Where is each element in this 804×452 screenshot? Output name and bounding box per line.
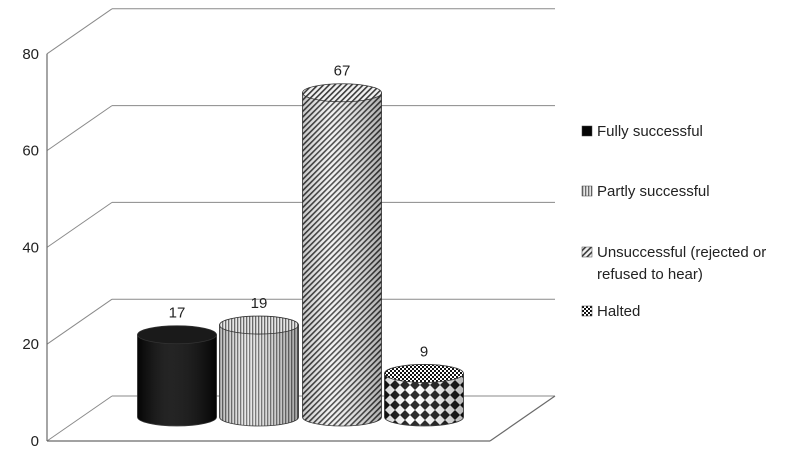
y-tick-label: 80: [22, 46, 39, 63]
legend-swatch: [581, 246, 593, 258]
cylinder-top: [137, 325, 217, 345]
gridline-side: [46, 105, 113, 152]
legend-item: Fully successful: [581, 123, 703, 140]
cylinder-top: [384, 364, 464, 383]
legend-swatch: [581, 305, 593, 317]
legend-item: Halted: [581, 303, 640, 320]
legend-item: Unsuccessful (rejected or refused to hear…: [581, 244, 766, 283]
legend-label: Unsuccessful (rejected or: [597, 244, 766, 261]
legend-label: Partly successful: [597, 183, 710, 200]
cylinder-shading: [384, 373, 464, 426]
legend-swatch: [581, 125, 593, 137]
gridline-side: [46, 395, 113, 442]
gridline-side: [46, 8, 113, 55]
y-tick-label: 20: [22, 336, 39, 353]
gridline-side: [46, 298, 113, 345]
cylinder-bar: [384, 364, 464, 427]
legend-label: Fully successful: [597, 123, 703, 140]
legend-label: refused to hear): [597, 266, 703, 283]
legend-swatch: [581, 185, 593, 197]
floor-right-edge: [489, 395, 556, 442]
cylinder-shading: [219, 325, 299, 426]
cylinder-top: [302, 83, 382, 103]
data-label: 17: [169, 305, 186, 322]
cylinder-shading: [137, 334, 217, 426]
data-label: 19: [251, 295, 268, 312]
y-tick-label: 40: [22, 239, 39, 256]
cylinder-bar: [302, 83, 382, 427]
y-tick-label: 0: [31, 433, 39, 450]
gridline-side: [46, 201, 113, 248]
legend-label: Halted: [597, 303, 640, 320]
data-label: 67: [334, 63, 351, 80]
cylinder-bar: [137, 325, 217, 427]
cylinder-top: [219, 315, 299, 335]
cylinder-bar: [219, 315, 299, 427]
y-tick-label: 60: [22, 143, 39, 160]
data-label: 9: [420, 343, 428, 360]
cylinder-shading: [302, 92, 382, 426]
legend-item: Partly successful: [581, 183, 710, 200]
